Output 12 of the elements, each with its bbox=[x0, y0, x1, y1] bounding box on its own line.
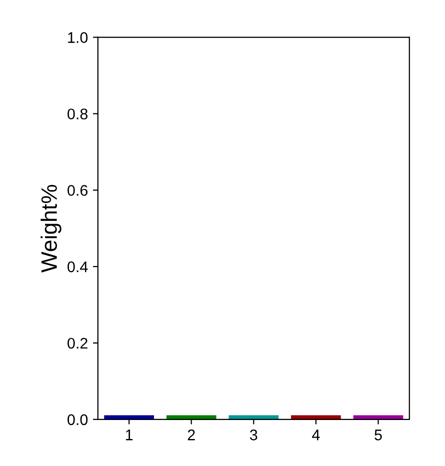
x-tick-label: 4 bbox=[312, 430, 320, 440]
x-tick-label: 3 bbox=[250, 430, 258, 440]
y-tick-label: 0.0 bbox=[68, 414, 88, 426]
y-tick-label: 0.8 bbox=[68, 108, 88, 120]
y-tick-label: 0.4 bbox=[68, 261, 88, 272]
y-axis-title: Weight% bbox=[40, 184, 62, 273]
y-tick-label: 1.0 bbox=[68, 32, 88, 43]
y-tick-label: 0.2 bbox=[68, 338, 88, 349]
y-tick-label: 0.6 bbox=[68, 184, 88, 196]
x-tick-label: 1 bbox=[126, 430, 133, 440]
x-tick-label: 2 bbox=[188, 430, 195, 440]
x-tick-label: 5 bbox=[374, 430, 382, 440]
